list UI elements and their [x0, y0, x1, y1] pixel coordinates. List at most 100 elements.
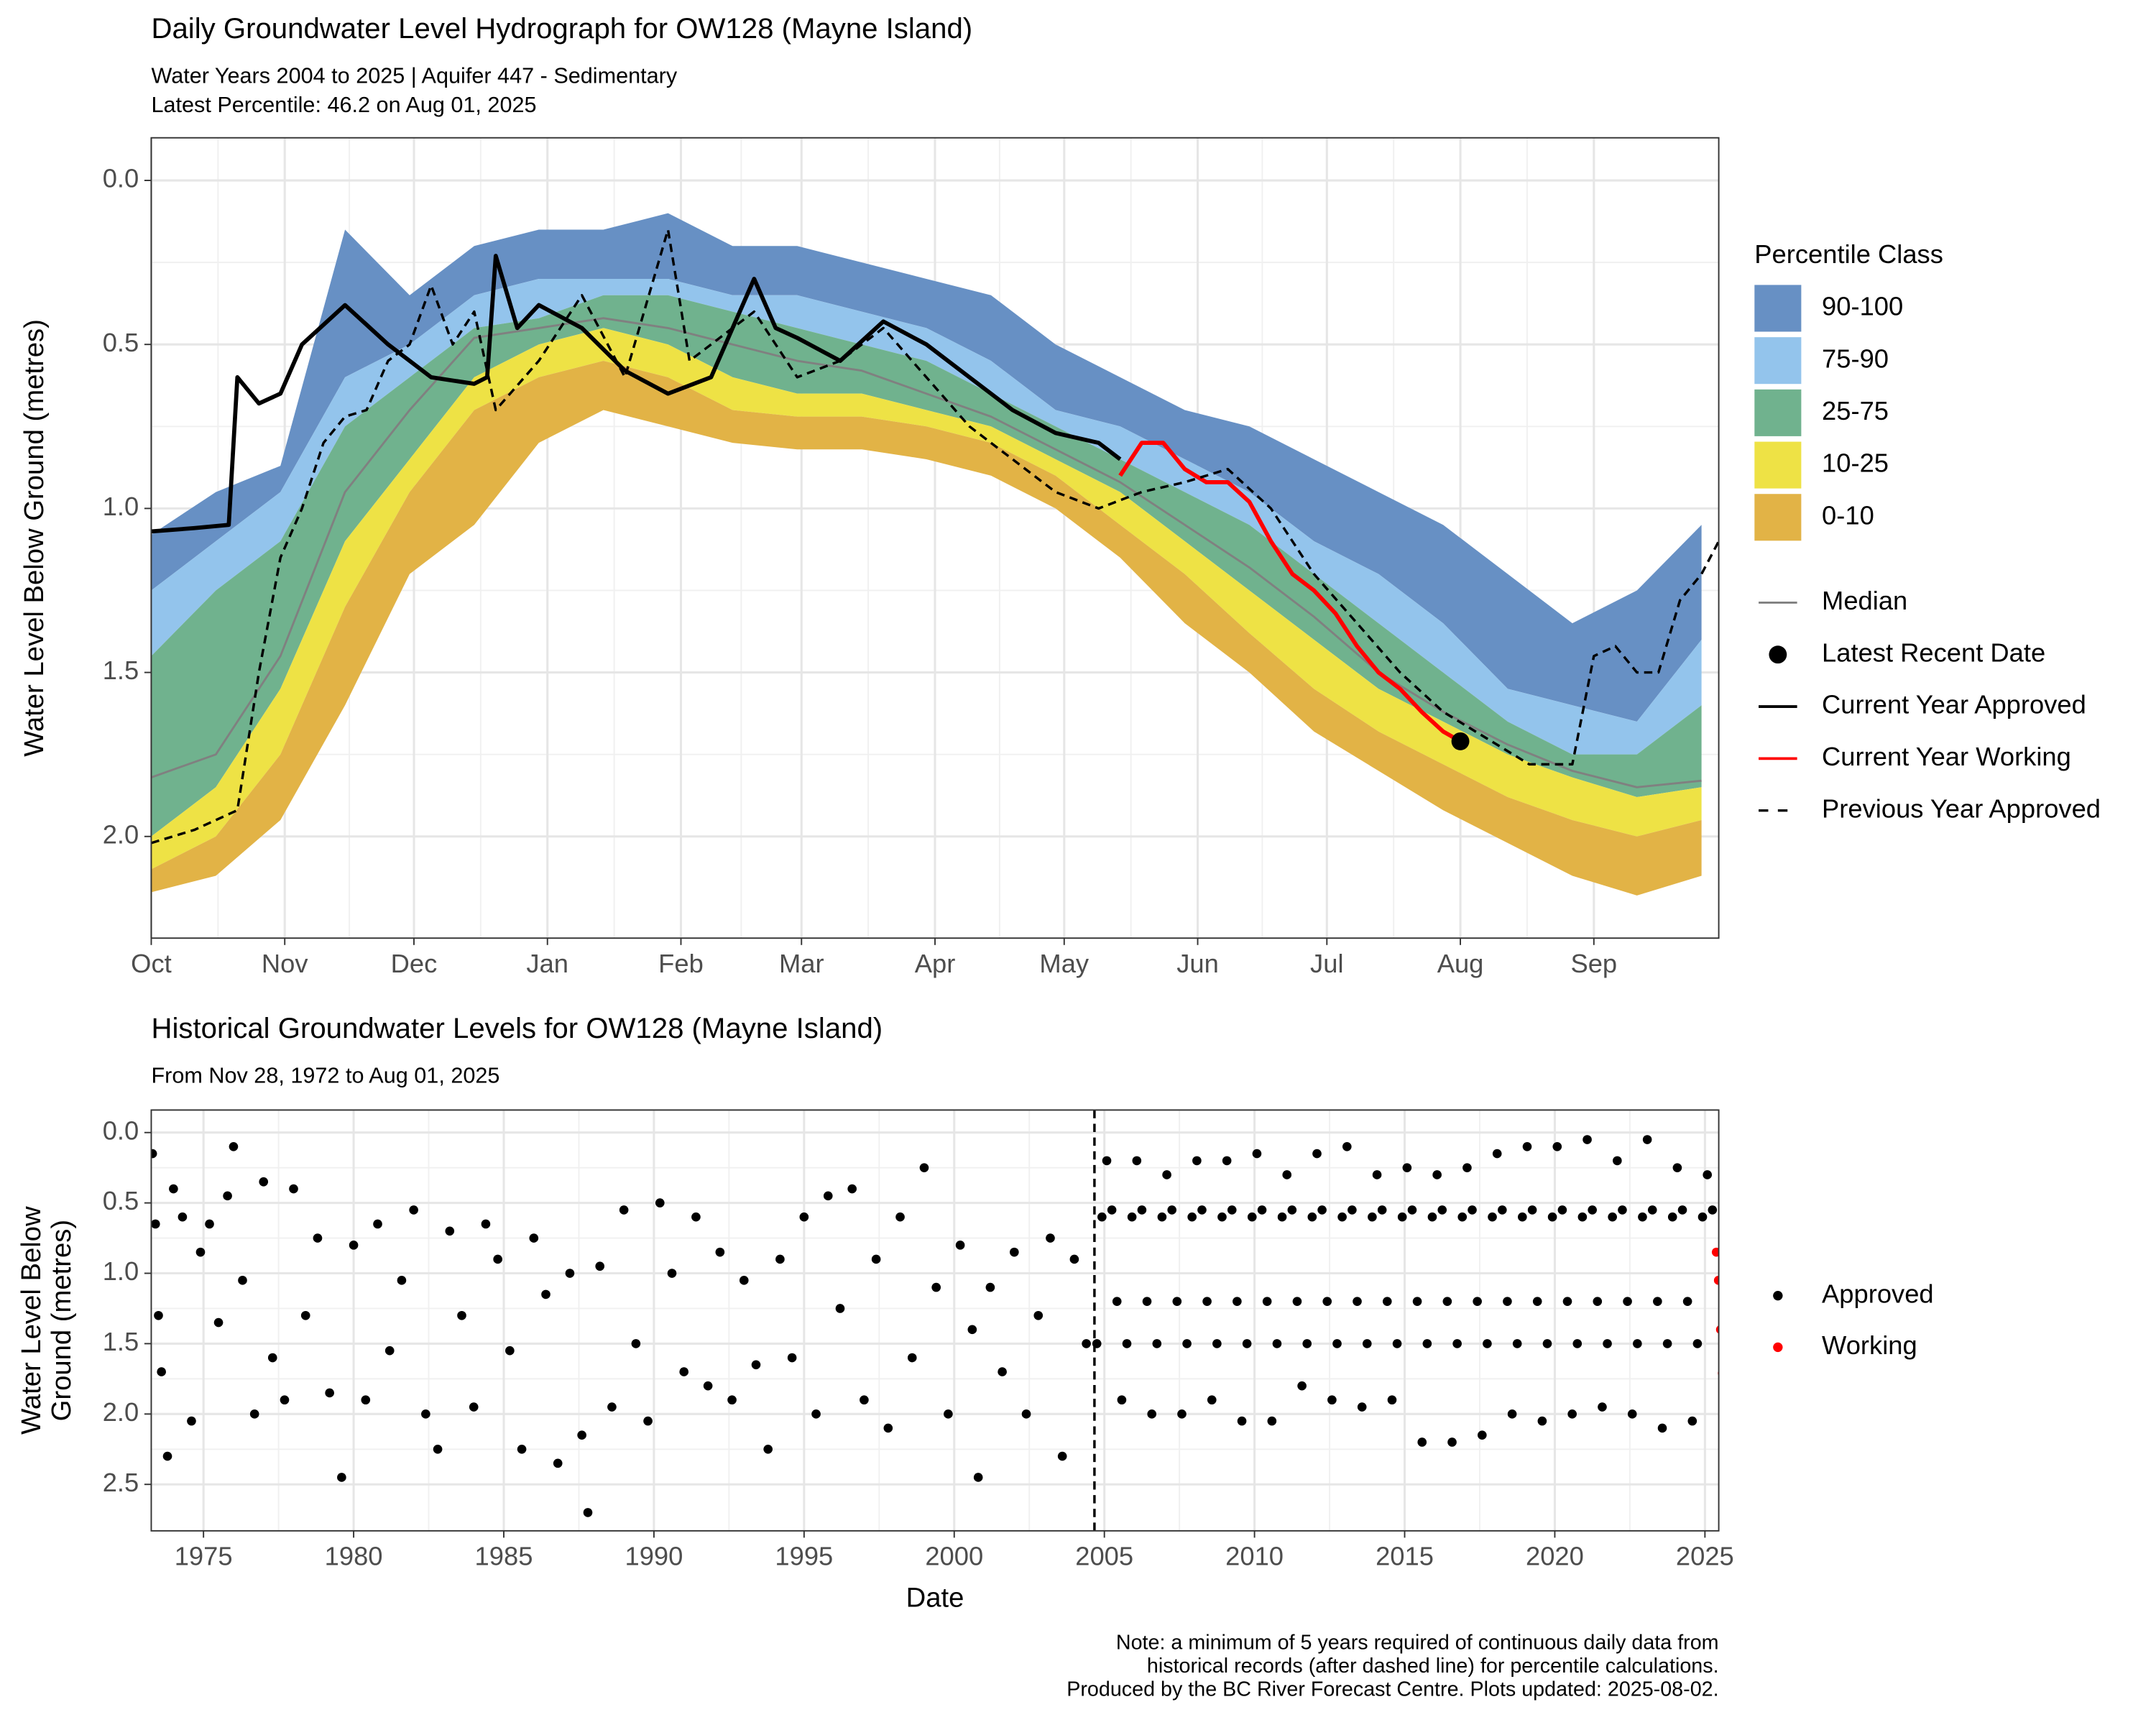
data-point [1692, 1339, 1703, 1348]
percentile-band [151, 278, 1702, 755]
y-tick-label: 2.0 [103, 819, 139, 849]
data-point [1492, 1149, 1502, 1159]
data-point [1547, 1212, 1557, 1222]
data-point [1697, 1212, 1708, 1222]
data-point [213, 1317, 224, 1328]
data-point [1202, 1297, 1212, 1306]
data-point [811, 1409, 821, 1419]
legend-label: Latest Recent Date [1822, 638, 2045, 667]
data-point [325, 1388, 334, 1398]
data-point [481, 1219, 491, 1229]
data-point [553, 1458, 563, 1468]
y-tick-label: 0.0 [103, 164, 139, 193]
x-tick-label: Jan [526, 949, 568, 978]
data-point [1478, 1430, 1487, 1440]
data-point [1122, 1339, 1132, 1348]
data-point [763, 1444, 773, 1454]
data-point [1703, 1170, 1713, 1179]
data-point [1207, 1395, 1217, 1405]
data-point [1567, 1409, 1577, 1419]
data-point [1312, 1149, 1322, 1159]
data-point [715, 1247, 725, 1257]
data-point [1657, 1423, 1667, 1433]
data-point [1327, 1395, 1337, 1405]
data-point [505, 1346, 515, 1356]
data-point [1021, 1409, 1031, 1419]
data-point [457, 1310, 466, 1320]
data-point [1397, 1212, 1407, 1222]
legend-label: 0-10 [1822, 500, 1874, 530]
y-axis-label: Water Level Below [16, 1206, 47, 1435]
data-point [1627, 1409, 1637, 1419]
data-point [1222, 1156, 1232, 1166]
data-point [151, 1149, 157, 1159]
data-point [337, 1473, 346, 1482]
data-point [583, 1508, 593, 1517]
data-point [1322, 1297, 1332, 1306]
data-point [883, 1423, 893, 1433]
data-point [154, 1310, 163, 1320]
data-point [1368, 1212, 1377, 1222]
x-tick-label: Sep [1570, 949, 1617, 978]
data-point [727, 1395, 737, 1405]
data-point [1498, 1205, 1507, 1215]
legend-label: Approved [1822, 1279, 1934, 1308]
data-point [565, 1269, 575, 1278]
data-point [1172, 1297, 1182, 1306]
data-point [973, 1473, 983, 1482]
data-point [1137, 1205, 1147, 1215]
data-point [577, 1430, 586, 1440]
data-point [349, 1241, 359, 1250]
data-point [1317, 1205, 1327, 1215]
data-point [919, 1163, 929, 1172]
y-tick-label: 2.0 [103, 1397, 139, 1427]
legend-key [1773, 1290, 1783, 1301]
data-point [162, 1451, 172, 1461]
x-tick-label: 1975 [175, 1542, 233, 1571]
data-point [1177, 1409, 1187, 1419]
data-point [1708, 1205, 1718, 1215]
x-tick-label: 2025 [1676, 1542, 1734, 1571]
data-point [1552, 1141, 1562, 1151]
data-point [300, 1310, 310, 1320]
series-line [151, 228, 1719, 845]
x-axis-label: Date [906, 1583, 964, 1614]
percentile-band [151, 361, 1702, 896]
data-point [691, 1212, 701, 1222]
data-point [775, 1254, 785, 1264]
data-point [1638, 1212, 1647, 1222]
data-point [1353, 1297, 1362, 1306]
data-point [1252, 1149, 1262, 1159]
chart-title: Historical Groundwater Levels for OW128 … [151, 1012, 883, 1044]
data-point [1412, 1297, 1422, 1306]
x-tick-label: Apr [915, 949, 956, 978]
data-point [1233, 1297, 1242, 1306]
data-point [1613, 1156, 1622, 1166]
data-point [1162, 1170, 1171, 1179]
data-point [1282, 1170, 1292, 1179]
data-point [1372, 1170, 1382, 1179]
data-point [238, 1275, 247, 1285]
data-point [1488, 1212, 1497, 1222]
data-point [1503, 1297, 1512, 1306]
series-line [151, 317, 1702, 788]
data-point [1588, 1205, 1597, 1215]
y-tick-label: 1.5 [103, 1327, 139, 1356]
chart-subtitle: From Nov 28, 1972 to Aug 01, 2025 [151, 1064, 499, 1088]
data-point [1442, 1297, 1452, 1306]
data-point [607, 1402, 617, 1412]
data-point [259, 1177, 269, 1187]
plot-area [151, 213, 1719, 896]
data-point [679, 1367, 689, 1376]
data-point [1187, 1212, 1197, 1222]
data-point [1713, 1276, 1719, 1285]
data-point [1157, 1212, 1167, 1222]
data-point [739, 1275, 749, 1285]
data-point [595, 1261, 605, 1271]
data-point [655, 1198, 665, 1208]
legend-key [1754, 441, 1802, 489]
x-tick-label: 2000 [925, 1542, 983, 1571]
data-point [1532, 1297, 1542, 1306]
data-point [1387, 1395, 1397, 1405]
